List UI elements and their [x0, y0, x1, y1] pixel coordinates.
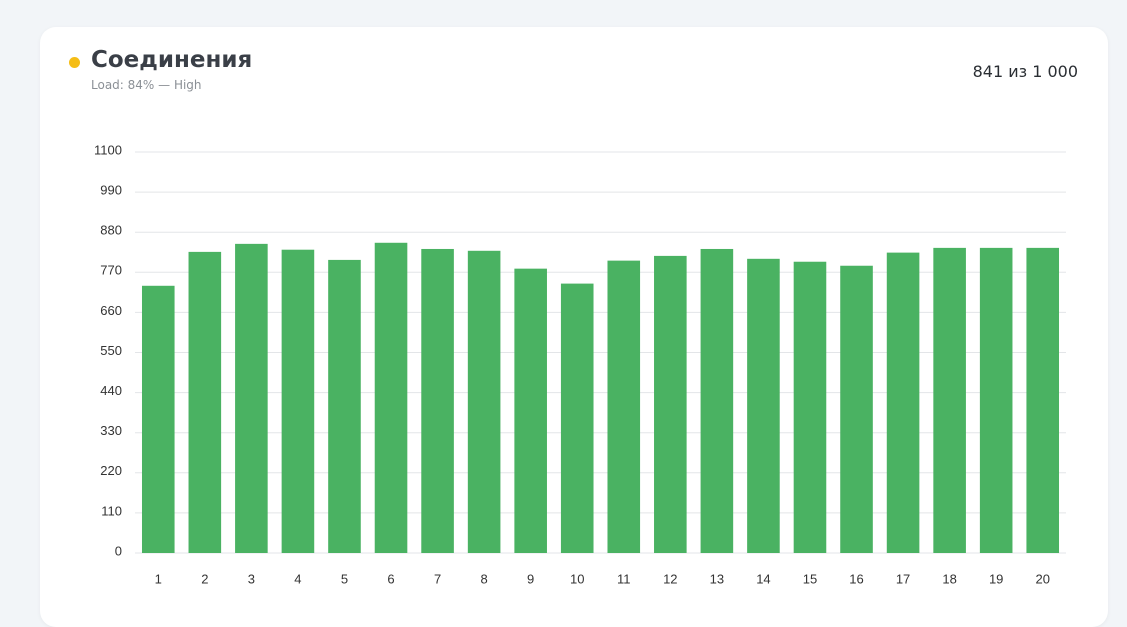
- x-tick-label: 13: [710, 571, 724, 586]
- x-tick-label: 12: [663, 571, 677, 586]
- bar: [700, 248, 734, 553]
- y-tick-label: 0: [115, 543, 122, 558]
- y-tick-label: 110: [101, 503, 122, 518]
- x-tick-label: 4: [294, 571, 301, 586]
- y-tick-label: 440: [100, 383, 122, 398]
- bar: [933, 247, 966, 553]
- y-tick-label: 990: [100, 183, 122, 198]
- bar: [141, 285, 175, 553]
- x-tick-label: 9: [527, 571, 534, 586]
- y-tick-label: 660: [100, 303, 122, 318]
- x-tick-label: 18: [942, 571, 956, 586]
- bar: [281, 249, 315, 553]
- x-tick-label: 20: [1035, 571, 1049, 586]
- x-tick-label: 10: [570, 571, 584, 586]
- x-tick-label: 19: [989, 571, 1003, 586]
- y-tick-label: 330: [100, 423, 122, 438]
- bar: [514, 268, 547, 553]
- x-tick-label: 16: [849, 571, 863, 586]
- x-tick-label: 14: [756, 571, 770, 586]
- page: Соединения Load: 84% — High 841 из 1 000…: [40, 27, 1108, 627]
- bar: [654, 255, 687, 554]
- bar: [235, 243, 268, 553]
- x-tick-label: 7: [434, 571, 441, 586]
- x-tick-label: 5: [341, 571, 348, 586]
- bar: [1026, 247, 1060, 553]
- x-tick-label: 11: [617, 571, 631, 586]
- x-tick-label: 2: [201, 571, 208, 586]
- bar: [421, 248, 454, 553]
- x-tick-label: 17: [896, 571, 910, 586]
- y-tick-label: 550: [100, 343, 122, 358]
- bar: [793, 261, 827, 553]
- card-subtitle: Load: 84% — High: [91, 78, 202, 92]
- y-tick-label: 1100: [94, 142, 122, 157]
- status-dot: [69, 57, 80, 68]
- bar: [607, 260, 641, 553]
- x-tick-label: 8: [481, 571, 488, 586]
- y-tick-label: 220: [100, 463, 122, 478]
- x-tick-label: 3: [248, 571, 255, 586]
- bar: [560, 283, 594, 553]
- y-tick-label: 770: [100, 263, 122, 278]
- y-tick-label: 880: [100, 223, 122, 238]
- bar: [467, 250, 501, 554]
- bar: [747, 258, 780, 553]
- x-tick-label: 15: [803, 571, 817, 586]
- bar: [840, 265, 873, 553]
- bar: [188, 251, 222, 554]
- card-title: Соединения: [91, 47, 253, 73]
- summary: 841 из 1 000: [972, 62, 1078, 81]
- x-tick-label: 1: [155, 571, 162, 586]
- x-tick-label: 6: [387, 571, 394, 586]
- bar: [886, 252, 920, 553]
- bar: [374, 242, 408, 553]
- bar: [328, 259, 361, 553]
- bar: [979, 247, 1013, 553]
